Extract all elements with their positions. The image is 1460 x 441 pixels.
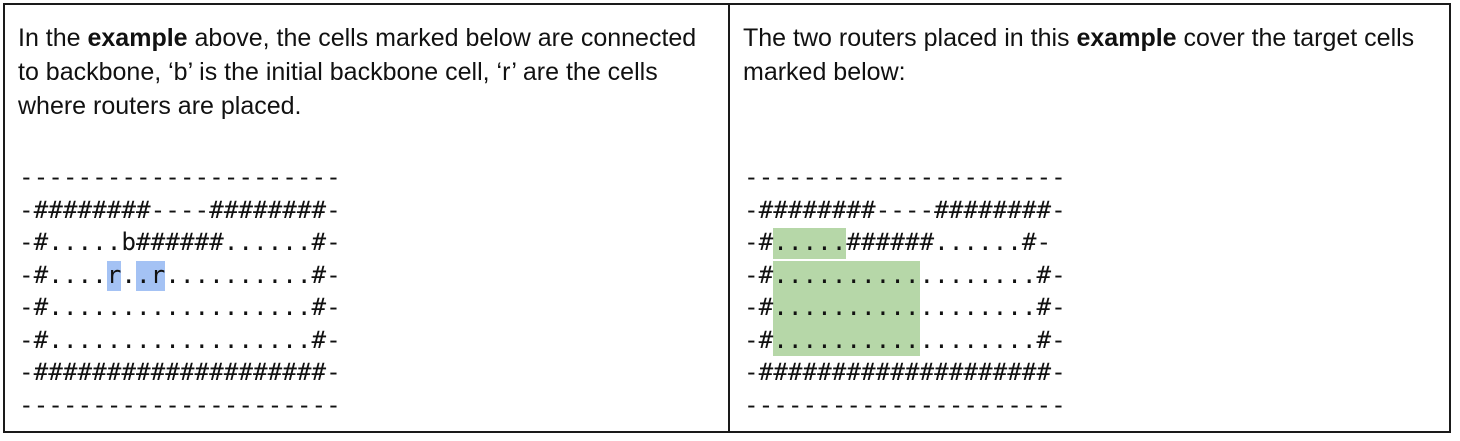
grid-row: -#..................#- [744,292,1066,321]
emphasis-text: example [87,24,188,52]
grid-row: -#.....b######......#- [19,227,341,256]
body-text: The two routers placed in this [743,24,1077,52]
two-column-table: In the example above, the cells marked b… [3,3,1451,433]
right-description: The two routers placed in this example c… [743,21,1425,89]
grid-row: -########----########- [19,194,341,224]
router-cell-highlight [106,260,122,291]
body-text: In the [18,24,88,52]
body-text: cover the target cells marked below: [743,24,1415,86]
left-cell: In the example above, the cells marked b… [5,5,730,431]
coverage-highlight [773,228,847,259]
grid-row: ---------------------- [19,162,341,191]
left-description: In the example above, the cells marked b… [18,21,704,123]
grid-row: ---------------------- [744,389,1066,419]
body-text: above, the cells marked below are connec… [18,24,697,120]
grid-row: -####################- [19,357,341,386]
left-grid: ---------------------- -########----#####… [19,161,341,421]
right-grid: ---------------------- -########----#####… [744,161,1066,421]
grid-row: -#..................#- [19,292,341,321]
right-cell: The two routers placed in this example c… [730,5,1449,431]
grid-row: -####################- [744,357,1066,386]
grid-row: -#..................#- [19,324,341,354]
grid-row: -########----########- [744,194,1066,224]
router-cell-highlight [136,260,166,291]
emphasis-text: example [1076,24,1177,52]
grid-row: ---------------------- [744,162,1066,191]
grid-row: -#.....######......#- [744,227,1052,256]
grid-row: -#....r..r..........#- [19,259,341,289]
grid-row: -#..................#- [744,259,1066,289]
coverage-highlight [773,260,920,356]
grid-row: ---------------------- [19,389,341,419]
grid-row: -#..................#- [744,324,1066,354]
